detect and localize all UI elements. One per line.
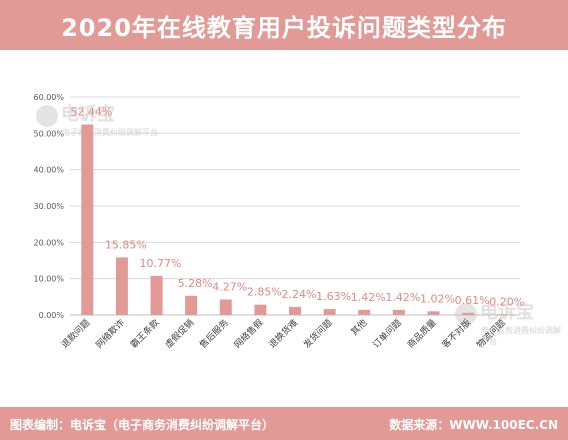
data-label: 1.63% bbox=[316, 290, 351, 303]
bar bbox=[185, 295, 198, 315]
bar bbox=[358, 309, 371, 315]
data-label: 4.27% bbox=[212, 280, 247, 293]
y-tick-label: 50.00% bbox=[33, 129, 64, 138]
footer-source-compiler: 图表编制：电诉宝（电子商务消费纠纷调解平台） bbox=[10, 418, 275, 432]
x-tick-label: 订单问题 bbox=[370, 317, 404, 351]
bar bbox=[254, 304, 267, 315]
data-label: 2.24% bbox=[282, 288, 317, 301]
y-tick-label: 60.00% bbox=[33, 93, 64, 102]
bar bbox=[427, 311, 440, 315]
data-label: 1.42% bbox=[351, 291, 386, 304]
bar bbox=[150, 275, 163, 315]
x-tick-label: 其他 bbox=[348, 317, 369, 338]
watermark-bottom: 电诉宝 电子商务消费纠纷调解平台 bbox=[455, 298, 568, 347]
bar bbox=[392, 309, 405, 315]
data-label: 5.28% bbox=[178, 277, 213, 290]
data-label: 15.85% bbox=[105, 238, 147, 251]
data-label: 1.42% bbox=[385, 291, 420, 304]
y-tick-label: 10.00% bbox=[33, 275, 64, 284]
chart-title: 2020年在线教育用户投诉问题类型分布 bbox=[61, 13, 507, 42]
bar-chart: 0.00% 10.00% 20.00% 30.00% 40.00% 50.00% 60.00… bbox=[33, 93, 524, 351]
data-label: 0.61% bbox=[455, 294, 490, 307]
footer-data-source: 数据来源：WWW.100EC.CN bbox=[389, 418, 558, 432]
x-tick-label: 物流问题 bbox=[474, 317, 508, 351]
x-tick-label: 商品质量 bbox=[405, 317, 439, 351]
x-tick-label: 发货问题 bbox=[301, 317, 335, 351]
x-tick-label: 网络售假 bbox=[232, 317, 266, 351]
data-label: 0.20% bbox=[489, 295, 524, 308]
x-tick-label: 客不对版 bbox=[439, 317, 473, 351]
watermark-subtitle: 电子商务消费纠纷调解平台 bbox=[62, 127, 158, 137]
data-label: 52.44% bbox=[70, 105, 112, 118]
footer-bar: 图表编制：电诉宝（电子商务消费纠纷调解平台） 数据来源：WWW.100EC.CN bbox=[0, 407, 568, 440]
y-tick-label: 40.00% bbox=[33, 166, 64, 175]
bar bbox=[115, 257, 128, 315]
data-label: 1.02% bbox=[420, 292, 455, 305]
bar bbox=[289, 306, 301, 315]
x-tick-label: 退换货难 bbox=[266, 317, 300, 351]
bar bbox=[462, 312, 475, 315]
y-tick-label: 0.00% bbox=[39, 311, 65, 320]
watermark-logo-icon bbox=[36, 104, 58, 127]
bar bbox=[323, 309, 336, 315]
title-banner: 2020年在线教育用户投诉问题类型分布 bbox=[0, 0, 568, 50]
x-tick-label: 虚假促销 bbox=[162, 317, 196, 351]
x-tick-label: 霸王条款 bbox=[128, 317, 162, 351]
y-tick-label: 30.00% bbox=[33, 202, 64, 211]
y-tick-label: 20.00% bbox=[33, 238, 64, 247]
watermark-subtitle-2: 电子商务消费纠纷调解平台 bbox=[481, 325, 561, 346]
watermark-brand-2: 电诉宝 bbox=[480, 302, 534, 323]
bar bbox=[219, 299, 232, 315]
x-tick-label: 售后服务 bbox=[197, 317, 231, 351]
data-label: 2.85% bbox=[247, 286, 282, 299]
bar bbox=[496, 314, 509, 315]
bar bbox=[81, 124, 94, 315]
x-tick-label: 退款问题 bbox=[58, 317, 92, 351]
data-label: 10.77% bbox=[140, 257, 182, 270]
watermark-top: 电诉宝 电子商务消费纠纷调解平台 bbox=[36, 100, 158, 138]
watermark-brand: 电诉宝 bbox=[61, 104, 115, 125]
x-tick-label: 网络欺诈 bbox=[93, 317, 127, 351]
